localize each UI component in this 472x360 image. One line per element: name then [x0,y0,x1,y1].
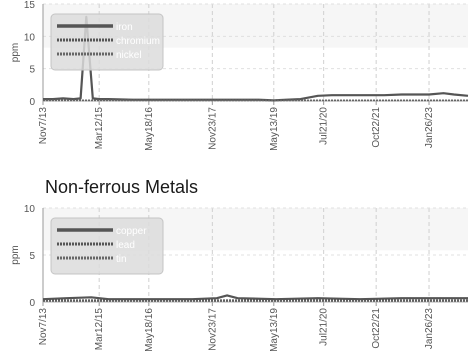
legend-label-copper: copper [116,226,147,237]
legend-label-lead: lead [116,240,135,251]
x-tick-label: May18/16 [144,107,155,151]
legend-box [50,13,164,71]
x-tick-label: Oct22/21 [371,107,382,148]
x-tick-label: Jul21/20 [319,308,330,346]
series-line-copper [42,294,468,301]
y-tick-label: 0 [29,298,35,309]
y-tick-label: 0 [29,97,35,108]
legend-box [50,217,164,275]
chart-title: Non-ferrous Metals [45,177,198,197]
legend-label-nickel: nickel [116,50,142,61]
x-tick-label: Jan26/23 [424,308,435,350]
non-ferrous-metals-chart: Nov7/13 Mar12/15 May18/16 Nov23/17 May13/19 J… [10,204,468,352]
y-tick-label: 15 [24,0,36,11]
x-tick-label: May13/19 [269,308,280,352]
x-tick-label: May13/19 [269,107,280,151]
x-tick-label: Nov23/17 [207,308,218,351]
iron-chromium-nickel-chart: Nov7/13 Mar12/15 May18/16 Nov23/17 May13/19 J… [10,0,469,151]
y-tick-label: 5 [29,251,35,262]
y-tick-label: 10 [24,204,36,215]
x-tick-label: Mar12/15 [94,107,105,150]
y-axis-label: ppm [10,43,21,62]
x-tick-label: Nov7/13 [38,107,49,145]
x-tick-label: May18/16 [144,308,155,352]
x-tick-label: Jul21/20 [319,107,330,145]
x-tick-label: Nov23/17 [207,107,218,150]
legend-label-chromium: chromium [116,36,160,47]
x-tick-label: Mar12/15 [94,308,105,351]
series-line-iron [43,15,469,102]
x-tick-label: Oct22/21 [371,308,382,349]
x-tick-label: Jan26/23 [424,107,435,149]
y-tick-label: 10 [24,32,36,43]
x-tick-label: Nov7/13 [38,308,49,346]
legend-label-tin: tin [116,254,127,265]
y-tick-label: 5 [29,65,35,76]
y-axis-label: ppm [10,245,21,264]
legend-label-iron: iron [116,22,133,33]
